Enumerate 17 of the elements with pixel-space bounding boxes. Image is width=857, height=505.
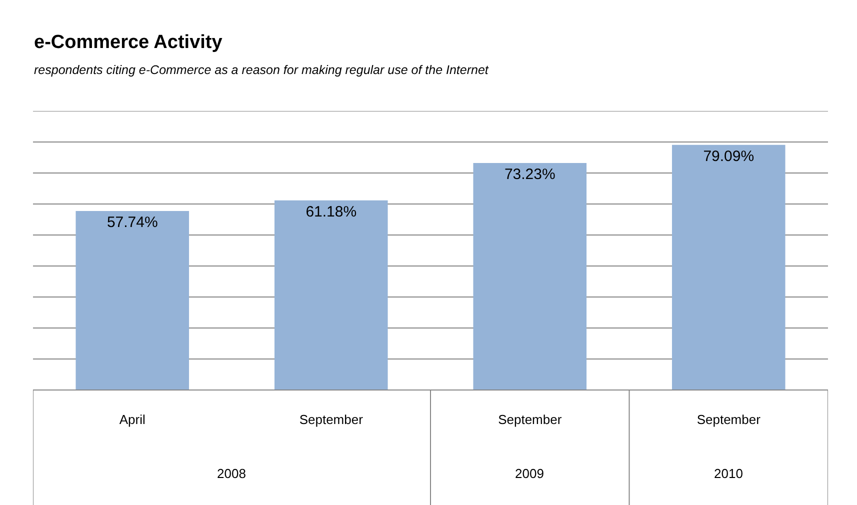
data-label: 79.09% — [703, 148, 754, 165]
chart-title: e-Commerce Activity — [34, 32, 223, 53]
text: 2008 — [217, 466, 246, 481]
chart-subtitle: respondents citing e-Commerce as a reason for making regular use of the Internet — [34, 63, 489, 77]
bar — [672, 144, 786, 390]
x-tick-label: April — [119, 412, 146, 427]
bar — [473, 162, 587, 390]
data-label: 57.74% — [106, 214, 158, 232]
bar — [274, 200, 388, 390]
text: 2009 — [515, 466, 544, 481]
text: 2010 — [714, 466, 743, 481]
x-tick-label: September — [696, 412, 762, 427]
data-label: 73.23% — [504, 166, 556, 183]
bar — [76, 211, 190, 390]
x-tick-label: September — [498, 412, 562, 427]
x-tick-label: September — [299, 412, 364, 427]
data-label: 61.18% — [306, 203, 357, 220]
